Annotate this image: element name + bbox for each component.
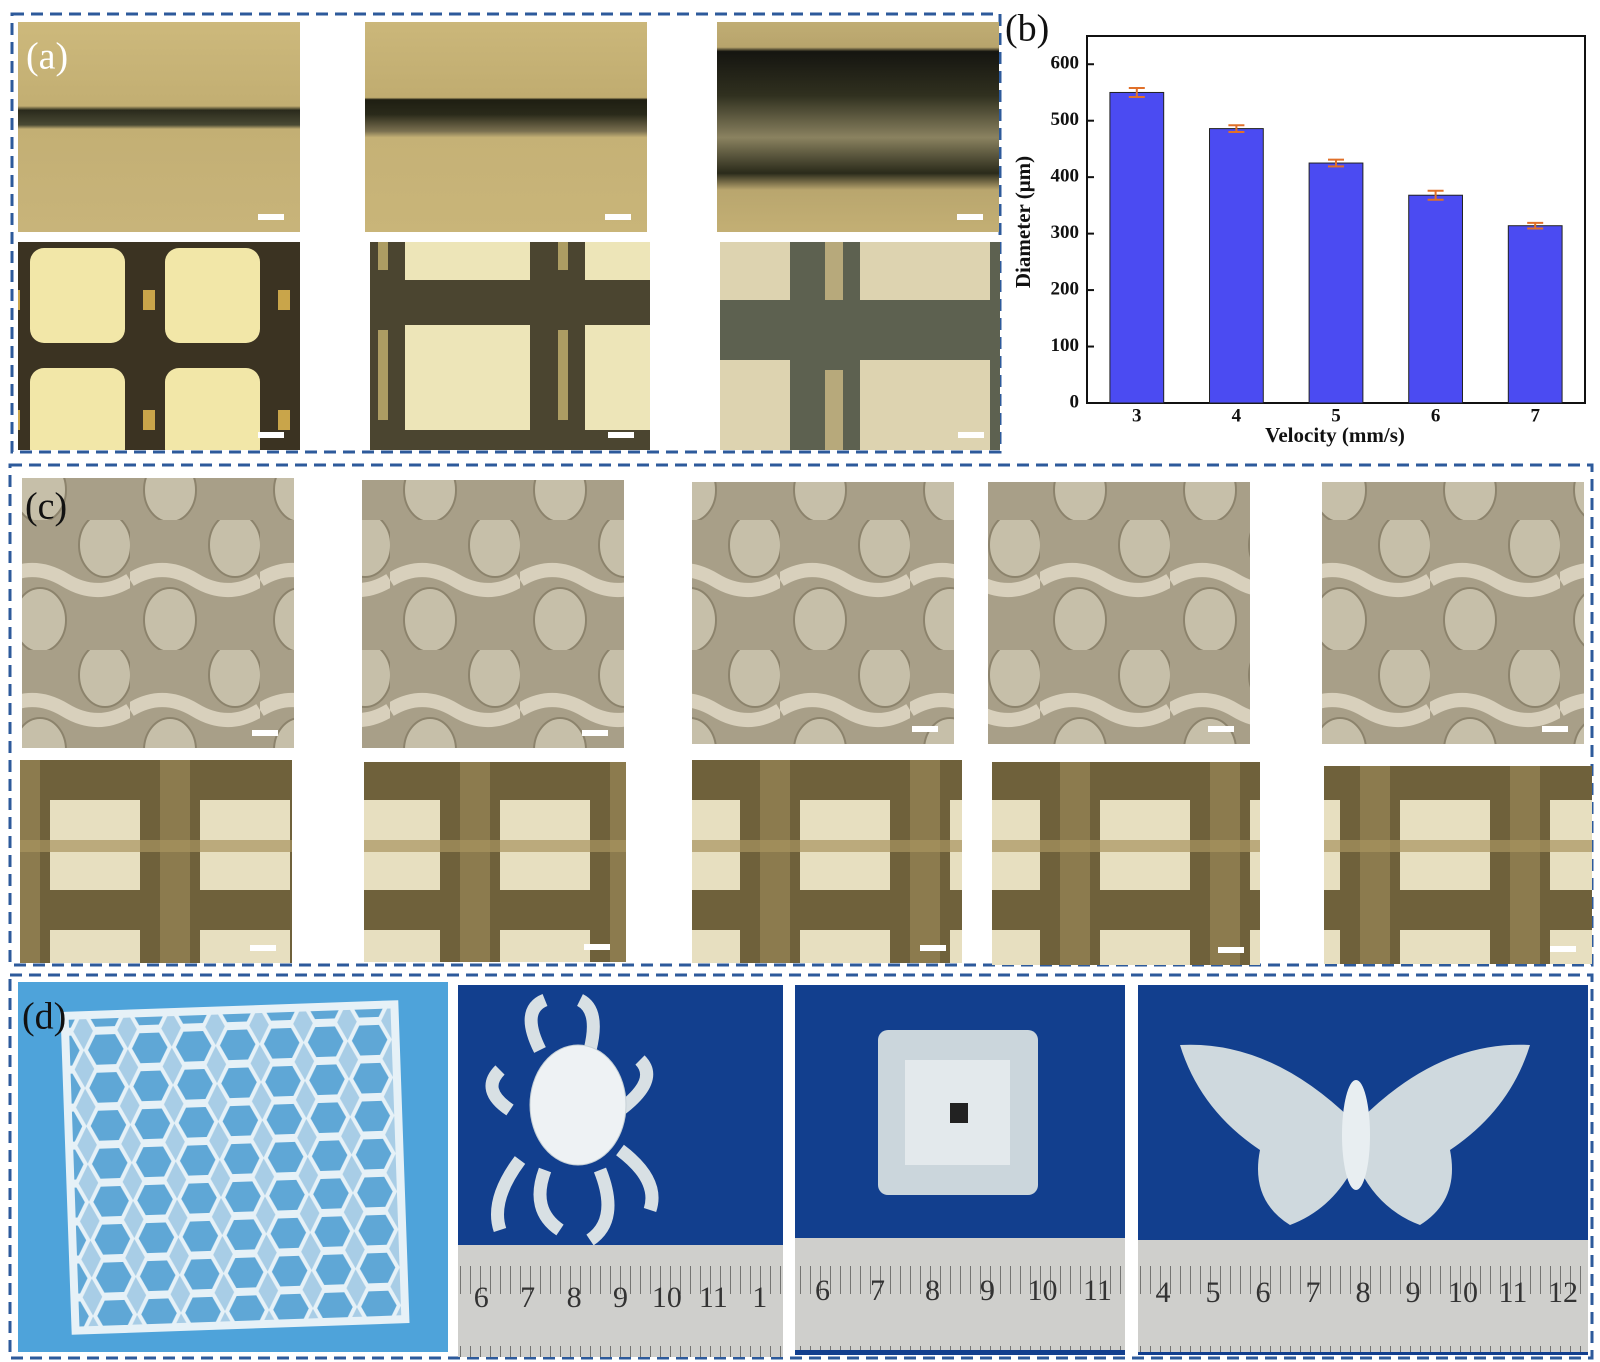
panel-label: (a) [26, 36, 68, 78]
y-tick-label: 200 [1051, 278, 1080, 299]
bar-chart: 0 100 200 300 400 500 600 3 4 5 6 7 [1051, 53, 1563, 426]
photo [18, 242, 300, 450]
scale-bar [957, 214, 983, 220]
ruler-number: 10 [652, 1281, 682, 1314]
scale-bar [250, 945, 276, 951]
ruler-number: 11 [1083, 1274, 1112, 1307]
ruler-number: 6 [815, 1274, 830, 1307]
panel-label: (b) [1005, 8, 1049, 50]
bar [1408, 194, 1463, 404]
photo [18, 22, 300, 232]
photo [992, 762, 1260, 965]
photo [362, 480, 624, 748]
photo [720, 242, 1000, 450]
y-tick-label: 0 [1070, 391, 1080, 412]
x-tick-label: 7 [1530, 405, 1540, 426]
ruler-number: 5 [1206, 1276, 1221, 1309]
scale-bar [920, 945, 946, 951]
photo [20, 760, 292, 963]
scale-bar [258, 432, 284, 438]
pyramid [878, 1030, 1038, 1195]
scale-bar [958, 432, 984, 438]
photo [1324, 766, 1592, 964]
ruler-number: 4 [1156, 1276, 1171, 1309]
x-tick-label: 4 [1232, 405, 1242, 426]
photo [364, 762, 626, 962]
photo [370, 242, 650, 450]
ruler-number: 1 [752, 1281, 767, 1314]
ruler [458, 1245, 783, 1357]
scale-bar [912, 726, 938, 732]
photo [717, 22, 999, 232]
photos: 6 7 8 9 10 11 1 6 7 8 9 10 11 4 5 6 7 8 9 10 11 12 [18, 22, 1592, 1357]
ruler-number: 8 [925, 1274, 940, 1307]
photo [692, 482, 954, 744]
bar [1507, 225, 1563, 404]
scale-bar [582, 730, 608, 736]
ruler-number: 8 [1356, 1276, 1371, 1309]
ruler [1138, 1240, 1588, 1352]
scale-bar [1218, 947, 1244, 953]
ruler-number: 9 [1406, 1276, 1421, 1309]
ruler [795, 1238, 1125, 1350]
printed-objects [60, 993, 1530, 1335]
photo [692, 760, 962, 963]
honeycomb [60, 1000, 410, 1335]
ruler-number: 10 [1028, 1274, 1058, 1307]
octopus [485, 993, 659, 1246]
ruler-number: 7 [520, 1281, 535, 1314]
panel-label: (c) [25, 486, 67, 528]
ruler-number: 7 [1306, 1276, 1321, 1309]
bar [1109, 91, 1165, 404]
x-tick-label: 5 [1331, 405, 1341, 426]
bar [1308, 162, 1364, 404]
photo [1322, 482, 1584, 744]
ruler-number: 9 [613, 1281, 628, 1314]
error-bar [1328, 158, 1344, 168]
photo [22, 478, 294, 748]
ruler-number: 10 [1448, 1276, 1478, 1309]
scale-bar [252, 730, 278, 736]
ruler-number: 11 [1499, 1276, 1528, 1309]
photo [988, 482, 1250, 744]
error-bar [1228, 124, 1245, 133]
scale-bar [608, 432, 634, 438]
ruler-number: 6 [474, 1281, 489, 1314]
panel-frame [10, 12, 1002, 454]
panel-frame [8, 463, 1594, 967]
y-tick-label: 300 [1051, 222, 1080, 243]
y-axis-title: Diameter (μm) [1011, 156, 1035, 288]
butterfly [1180, 1044, 1530, 1225]
ruler-number: 7 [870, 1274, 885, 1307]
ruler-number: 12 [1548, 1276, 1578, 1309]
scale-bar [584, 944, 610, 950]
error-bar [1527, 221, 1544, 230]
ruler-number: 9 [980, 1274, 995, 1307]
bar [1209, 128, 1264, 404]
panel-frame [8, 973, 1594, 1360]
ruler-number: 6 [1256, 1276, 1271, 1309]
ruler-number: 11 [699, 1281, 728, 1314]
scale-bar [1550, 946, 1576, 952]
panel-label: (d) [22, 996, 66, 1038]
error-bar [1427, 189, 1444, 201]
error-bar [1128, 86, 1145, 98]
scale-bar [605, 214, 631, 220]
y-tick-label: 500 [1051, 109, 1080, 130]
x-tick-label: 6 [1431, 405, 1441, 426]
scale-bar [1542, 726, 1568, 732]
photo [365, 22, 647, 232]
x-tick-label: 3 [1132, 405, 1142, 426]
ruler-number: 8 [567, 1281, 582, 1314]
scale-bar [258, 214, 284, 220]
y-tick-label: 600 [1051, 53, 1080, 74]
x-axis-title: Velocity (mm/s) [1265, 423, 1405, 447]
y-tick-label: 100 [1051, 335, 1080, 356]
scale-bar [1208, 726, 1234, 732]
y-tick-label: 400 [1051, 166, 1080, 187]
